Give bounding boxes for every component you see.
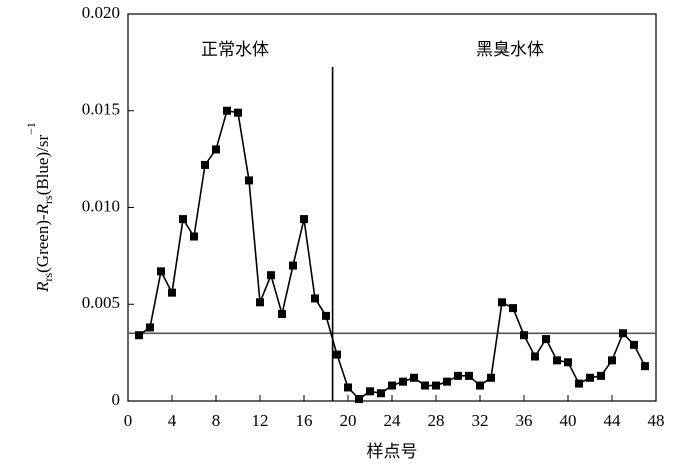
- y-axis-label-part: rs: [41, 273, 55, 282]
- marker: [443, 377, 451, 386]
- marker: [487, 373, 495, 382]
- marker: [179, 215, 187, 224]
- marker: [410, 373, 418, 382]
- x-tick-label: 8: [212, 411, 221, 430]
- marker: [531, 352, 539, 361]
- x-tick-label: 20: [340, 411, 357, 430]
- marker: [575, 379, 583, 388]
- marker: [333, 350, 341, 359]
- marker: [476, 381, 484, 390]
- marker: [399, 377, 407, 386]
- y-axis-label-part: rs: [41, 195, 55, 204]
- x-tick-label: 0: [124, 411, 133, 430]
- marker: [465, 371, 473, 380]
- marker: [454, 371, 462, 380]
- marker: [344, 383, 352, 392]
- marker: [641, 362, 649, 371]
- marker: [223, 106, 231, 115]
- marker: [520, 331, 528, 340]
- marker: [245, 176, 253, 185]
- marker: [135, 331, 143, 340]
- y-tick-label: 0.005: [82, 293, 120, 312]
- marker: [300, 215, 308, 224]
- y-tick-label: 0.010: [82, 196, 120, 215]
- y-axis-label-part: (Blue)/sr: [33, 135, 52, 196]
- y-axis-label-part: R: [33, 203, 52, 215]
- y-tick-label: 0.015: [82, 100, 120, 119]
- marker: [630, 340, 638, 349]
- marker: [366, 387, 374, 396]
- marker: [432, 381, 440, 390]
- x-tick-label: 48: [648, 411, 665, 430]
- annotation: 黑臭水体: [476, 40, 544, 60]
- marker: [267, 271, 275, 280]
- marker: [355, 395, 363, 404]
- x-tick-label: 36: [516, 411, 533, 430]
- marker: [234, 108, 242, 117]
- y-axis-label-part: (Green)-: [33, 214, 52, 273]
- marker: [289, 261, 297, 270]
- x-tick-label: 28: [428, 411, 445, 430]
- marker: [421, 381, 429, 390]
- x-tick-label: 44: [604, 411, 622, 430]
- x-tick-label: 40: [560, 411, 577, 430]
- marker: [311, 294, 319, 303]
- y-axis-label: Rrs(Green)-Rrs(Blue)/sr−1: [24, 122, 55, 293]
- marker: [256, 298, 264, 307]
- marker: [608, 356, 616, 365]
- x-tick-label: 24: [384, 411, 402, 430]
- series-line: [138, 109, 646, 401]
- marker: [201, 160, 209, 169]
- marker: [498, 298, 506, 307]
- plot-frame: [127, 13, 657, 402]
- x-tick-label: 12: [252, 411, 269, 430]
- marker: [157, 267, 165, 276]
- marker: [146, 323, 154, 332]
- marker: [553, 356, 561, 365]
- y-axis-label-part: −1: [24, 122, 38, 135]
- marker: [212, 145, 220, 154]
- marker: [388, 381, 396, 390]
- annotation: 正常水体: [201, 40, 269, 60]
- marker: [597, 371, 605, 380]
- marker: [190, 232, 198, 241]
- marker: [377, 389, 385, 398]
- y-tick-label: 0.020: [82, 3, 120, 22]
- marker: [586, 373, 594, 382]
- y-axis-label-part: R: [33, 281, 52, 293]
- x-axis-label: 样点号: [367, 442, 418, 462]
- x-tick-label: 32: [472, 411, 489, 430]
- marker: [564, 358, 572, 367]
- x-tick-label: 16: [296, 411, 313, 430]
- y-tick-label: 0: [112, 390, 121, 409]
- marker: [619, 329, 627, 338]
- marker: [278, 309, 286, 318]
- x-tick-label: 4: [168, 411, 177, 430]
- marker: [168, 288, 176, 297]
- marker: [509, 304, 517, 313]
- marker: [542, 335, 550, 344]
- marker: [322, 311, 330, 320]
